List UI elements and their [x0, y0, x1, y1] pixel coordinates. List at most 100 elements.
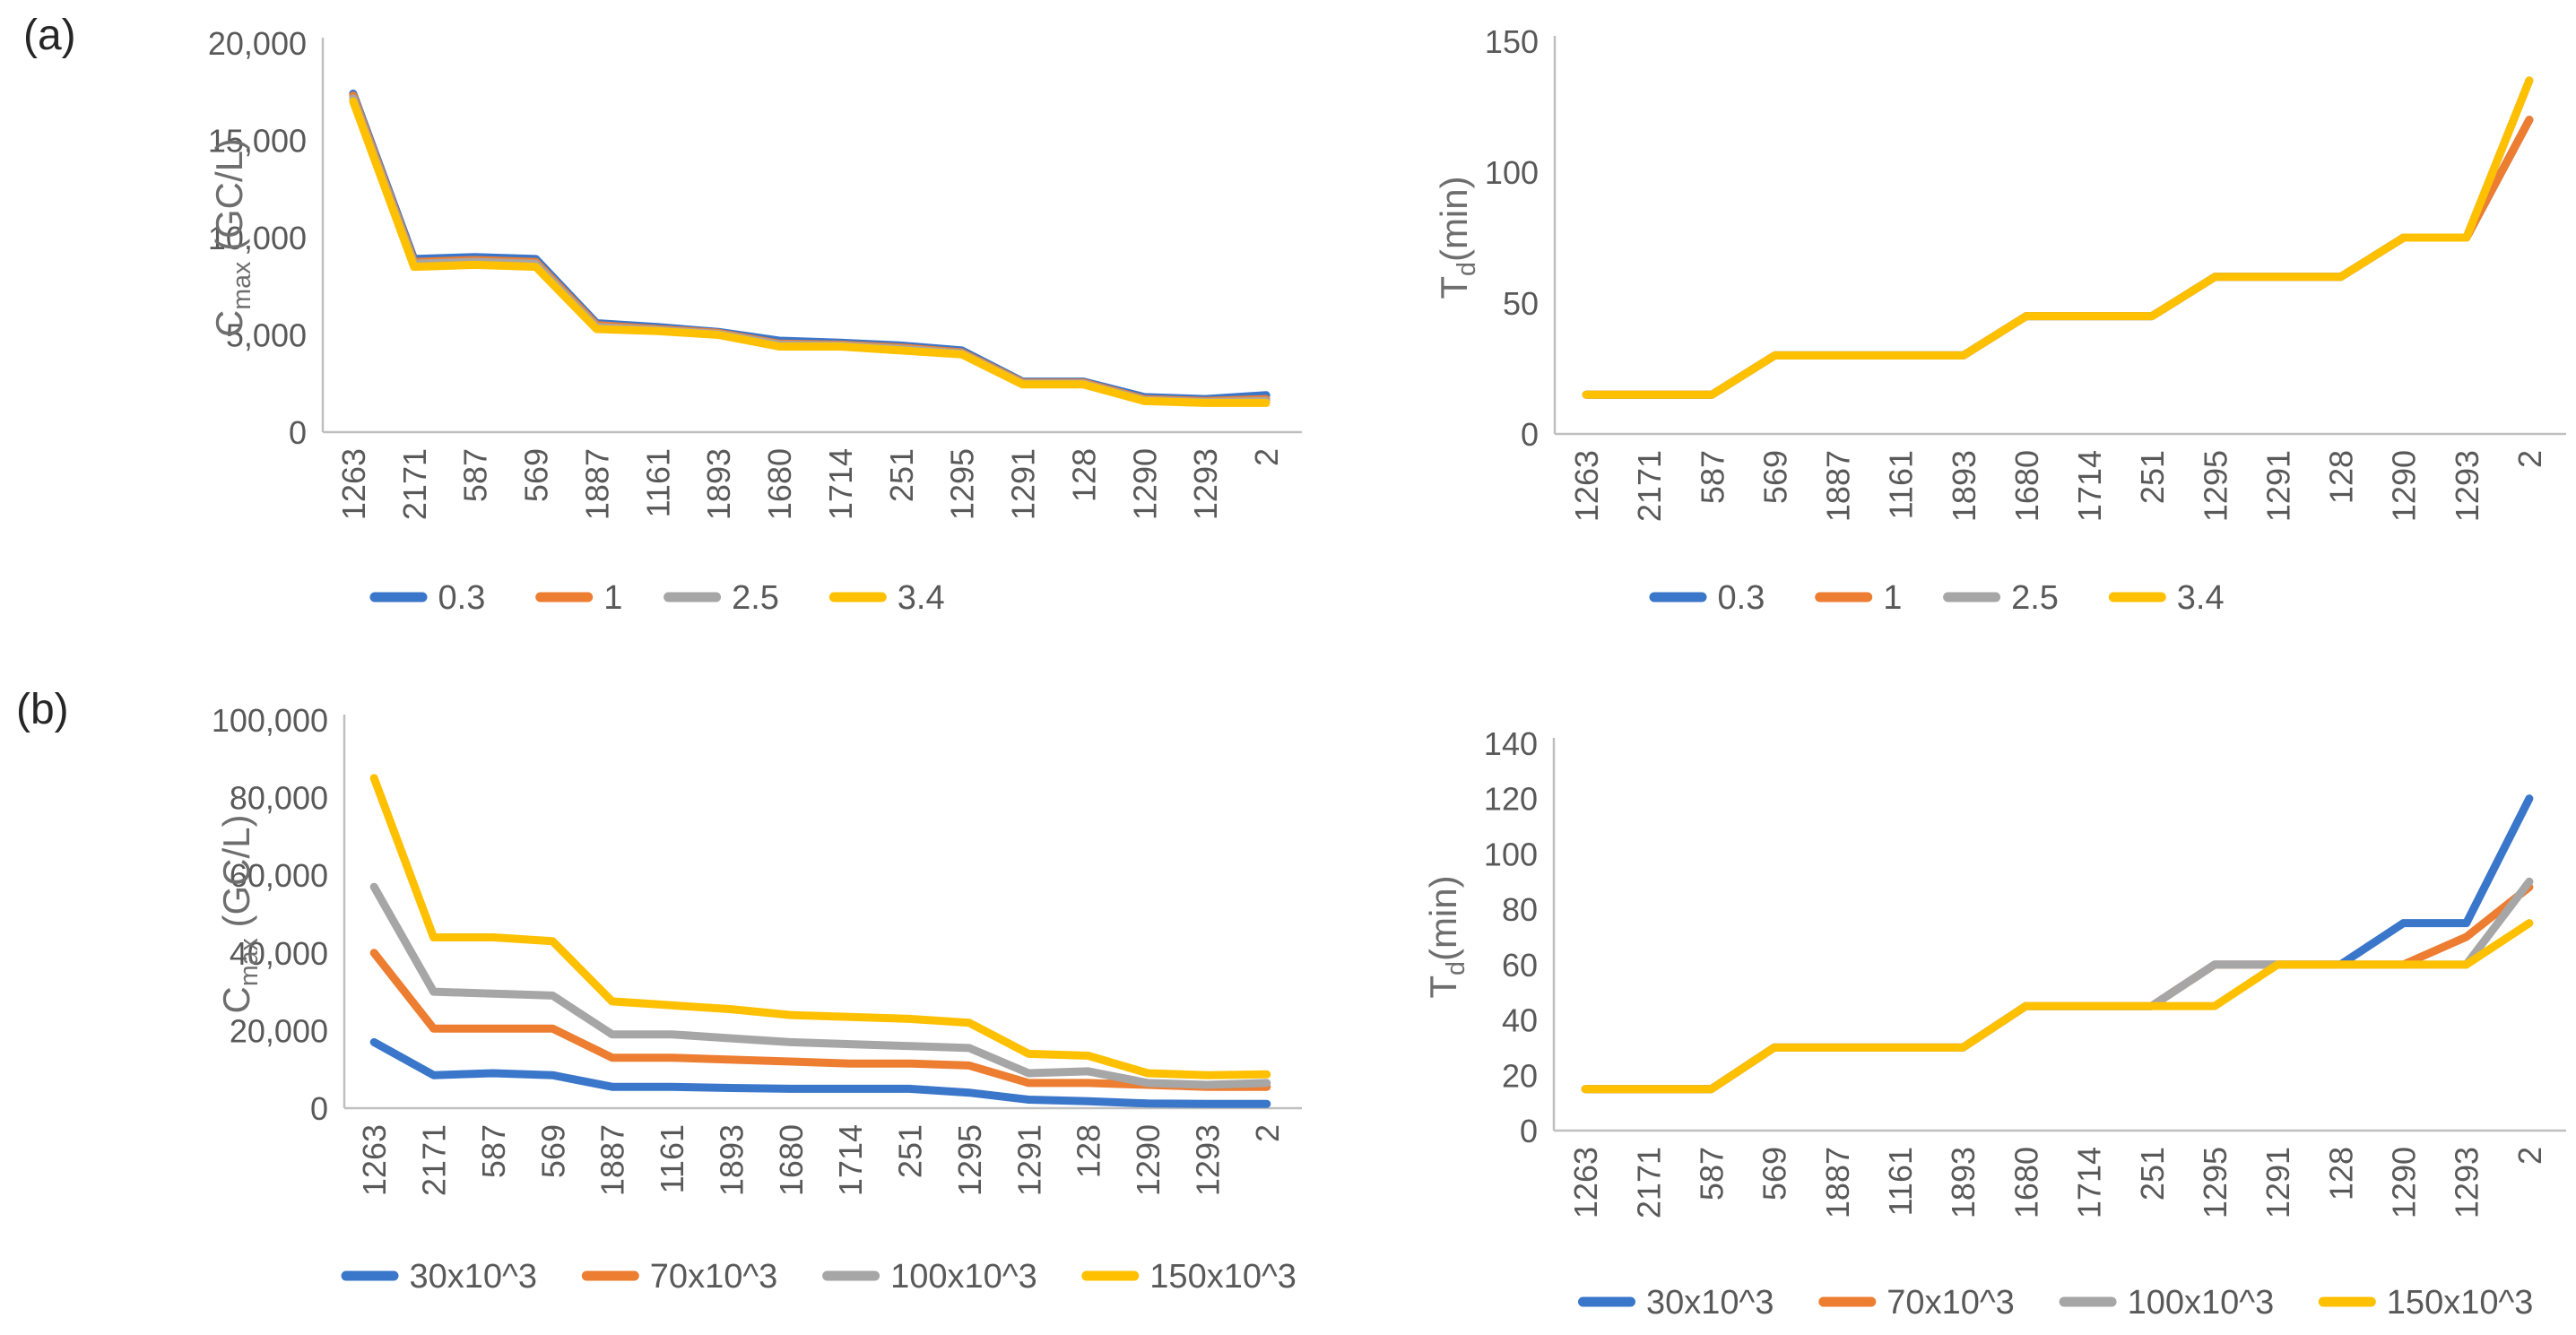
series-line-2.5 — [349, 94, 1271, 406]
x-tick-label: 1293 — [2449, 450, 2485, 522]
x-tick-label: 587 — [1693, 1147, 1730, 1201]
legend-item-3.4: 3.4 — [2108, 579, 2225, 617]
chart-b-td: 0 20 40 60 80 100 120 140 1263 2171 587 569 1887 1161… — [1422, 725, 2566, 1322]
x-tick-label: 1680 — [773, 1124, 810, 1196]
y-tick-label: 50 — [1503, 285, 1539, 322]
legend-item-70x10^3: 70x10^3 — [581, 1258, 777, 1296]
x-tick-label: 2171 — [396, 448, 433, 520]
x-tick-label: 1887 — [594, 1124, 631, 1196]
legend-item-3.4: 3.4 — [828, 579, 945, 617]
legend-swatch-3.4 — [2108, 592, 2166, 602]
x-tick-label: 1290 — [1126, 448, 1163, 520]
x-tick-label: 1293 — [1187, 448, 1224, 520]
x-tick-label: 251 — [883, 448, 920, 502]
series-line-150x10^3 — [1581, 919, 2534, 1094]
y-tick-label: 80 — [1502, 891, 1538, 928]
legend-label: 1 — [1883, 579, 1902, 617]
legend-swatch-0.3 — [369, 592, 428, 602]
y-tick-label: 140 — [1484, 725, 1538, 762]
legend: 0.3 1 2.5 3.4 — [369, 579, 945, 617]
x-tick-label: 1293 — [2449, 1147, 2485, 1218]
x-tick-label: 1291 — [2259, 450, 2296, 522]
legend-swatch-70x10^3 — [581, 1270, 639, 1281]
legend-item-150x10^3: 150x10^3 — [1081, 1258, 1297, 1296]
axes — [343, 715, 1302, 1110]
x-tick-label: 251 — [2134, 1147, 2171, 1201]
x-tick-label: 1295 — [2197, 450, 2233, 522]
x-tick-labels: 1263 2171 587 569 1887 1161 1893 1680 1714 251 129… — [335, 448, 1285, 520]
y-tick-label: 40,000 — [230, 935, 328, 972]
legend-item-70x10^3: 70x10^3 — [1818, 1284, 2015, 1322]
legend-item-100x10^3: 100x10^3 — [822, 1258, 1037, 1296]
x-tick-label: 1893 — [1945, 1147, 1982, 1218]
legend-swatch-150x10^3 — [1081, 1270, 1140, 1281]
y-axis-title: Td(min) — [1433, 176, 1481, 299]
x-tick-label: 128 — [2323, 450, 2360, 504]
x-tick-label: 1680 — [761, 448, 798, 520]
legend-item-100x10^3: 100x10^3 — [2059, 1284, 2274, 1322]
y-axis-title: Td(min) — [1422, 875, 1470, 998]
x-tick-label: 2171 — [1630, 1147, 1667, 1218]
series-line-70x10^3 — [369, 949, 1271, 1091]
y-tick-label: 0 — [1520, 1113, 1538, 1149]
y-tick-labels: 0 20 40 60 80 100 120 140 — [1484, 725, 1538, 1149]
legend-label: 150x10^3 — [1149, 1258, 1297, 1296]
axes — [321, 38, 1302, 434]
x-tick-label: 2 — [2511, 450, 2548, 468]
x-tick-label: 1291 — [1005, 448, 1042, 520]
x-tick-label: 1161 — [654, 1124, 690, 1193]
x-tick-label: 1291 — [1010, 1124, 1047, 1196]
x-tick-label: 569 — [518, 448, 555, 502]
x-tick-label: 2171 — [1631, 450, 1668, 522]
axes — [1552, 738, 2566, 1132]
x-tick-label: 2 — [2511, 1147, 2548, 1165]
y-tick-label: 0 — [289, 414, 307, 451]
x-tick-label: 1887 — [1820, 450, 1857, 522]
series-lines — [349, 89, 1271, 407]
legend-swatch-150x10^3 — [2318, 1296, 2376, 1307]
x-tick-label: 251 — [892, 1124, 929, 1178]
legend-label: 70x10^3 — [1886, 1284, 2015, 1322]
y-tick-label: 20,000 — [208, 25, 307, 62]
x-tick-label: 569 — [534, 1124, 571, 1178]
legend-swatch-30x10^3 — [1578, 1296, 1635, 1307]
series-line-0.3 — [349, 89, 1271, 403]
legend-item-2.5: 2.5 — [1943, 579, 2059, 617]
legend-swatch-0.3 — [1649, 592, 1707, 602]
legend-label: 30x10^3 — [410, 1258, 538, 1296]
y-tick-label: 0 — [310, 1090, 328, 1127]
x-tick-label: 1263 — [1567, 1147, 1604, 1218]
x-tick-label: 2171 — [416, 1124, 453, 1196]
x-tick-label: 1263 — [335, 448, 372, 520]
y-tick-label: 150 — [1485, 23, 1539, 60]
legend-swatch-3.4 — [828, 592, 887, 602]
y-tick-labels: 0 5,000 10,000 15,000 20,000 — [208, 25, 307, 451]
x-tick-label: 1161 — [1883, 450, 1920, 519]
x-tick-label: 1295 — [2197, 1147, 2233, 1218]
legend: 30x10^3 70x10^3 100x10^3 150x10^3 — [341, 1258, 1297, 1296]
x-tick-label: 1714 — [832, 1124, 869, 1196]
x-tick-labels: 1263 2171 587 569 1887 1161 1893 1680 1714 251 129… — [1567, 1147, 2548, 1218]
y-axis-title: Cmax (GC/L) — [208, 138, 256, 337]
x-tick-label: 1161 — [639, 448, 676, 517]
chart-a-cmax: 0 5,000 10,000 15,000 20,000 1263 2171 587 569 18… — [208, 25, 1302, 617]
x-tick-labels: 1263 2171 587 569 1887 1161 1893 1680 1714 251 129… — [1568, 450, 2548, 522]
y-tick-label: 100 — [1484, 836, 1538, 872]
x-tick-label: 587 — [475, 1124, 512, 1178]
y-tick-label: 60,000 — [230, 857, 328, 894]
legend-item-0.3: 0.3 — [1649, 579, 1765, 617]
legend-swatch-1 — [535, 592, 594, 602]
legend-swatch-1 — [1815, 592, 1873, 602]
legend-item-0.3: 0.3 — [369, 579, 485, 617]
y-tick-label: 5,000 — [226, 317, 307, 354]
x-tick-label: 1263 — [1568, 450, 1605, 522]
legend-label: 3.4 — [898, 579, 945, 617]
series-line-30x10^3 — [1581, 794, 2534, 1094]
series-line-3.4 — [1582, 76, 2534, 399]
legend-label: 150x10^3 — [2387, 1284, 2534, 1322]
y-tick-label: 15,000 — [208, 123, 307, 160]
x-tick-label: 1295 — [951, 1124, 988, 1196]
